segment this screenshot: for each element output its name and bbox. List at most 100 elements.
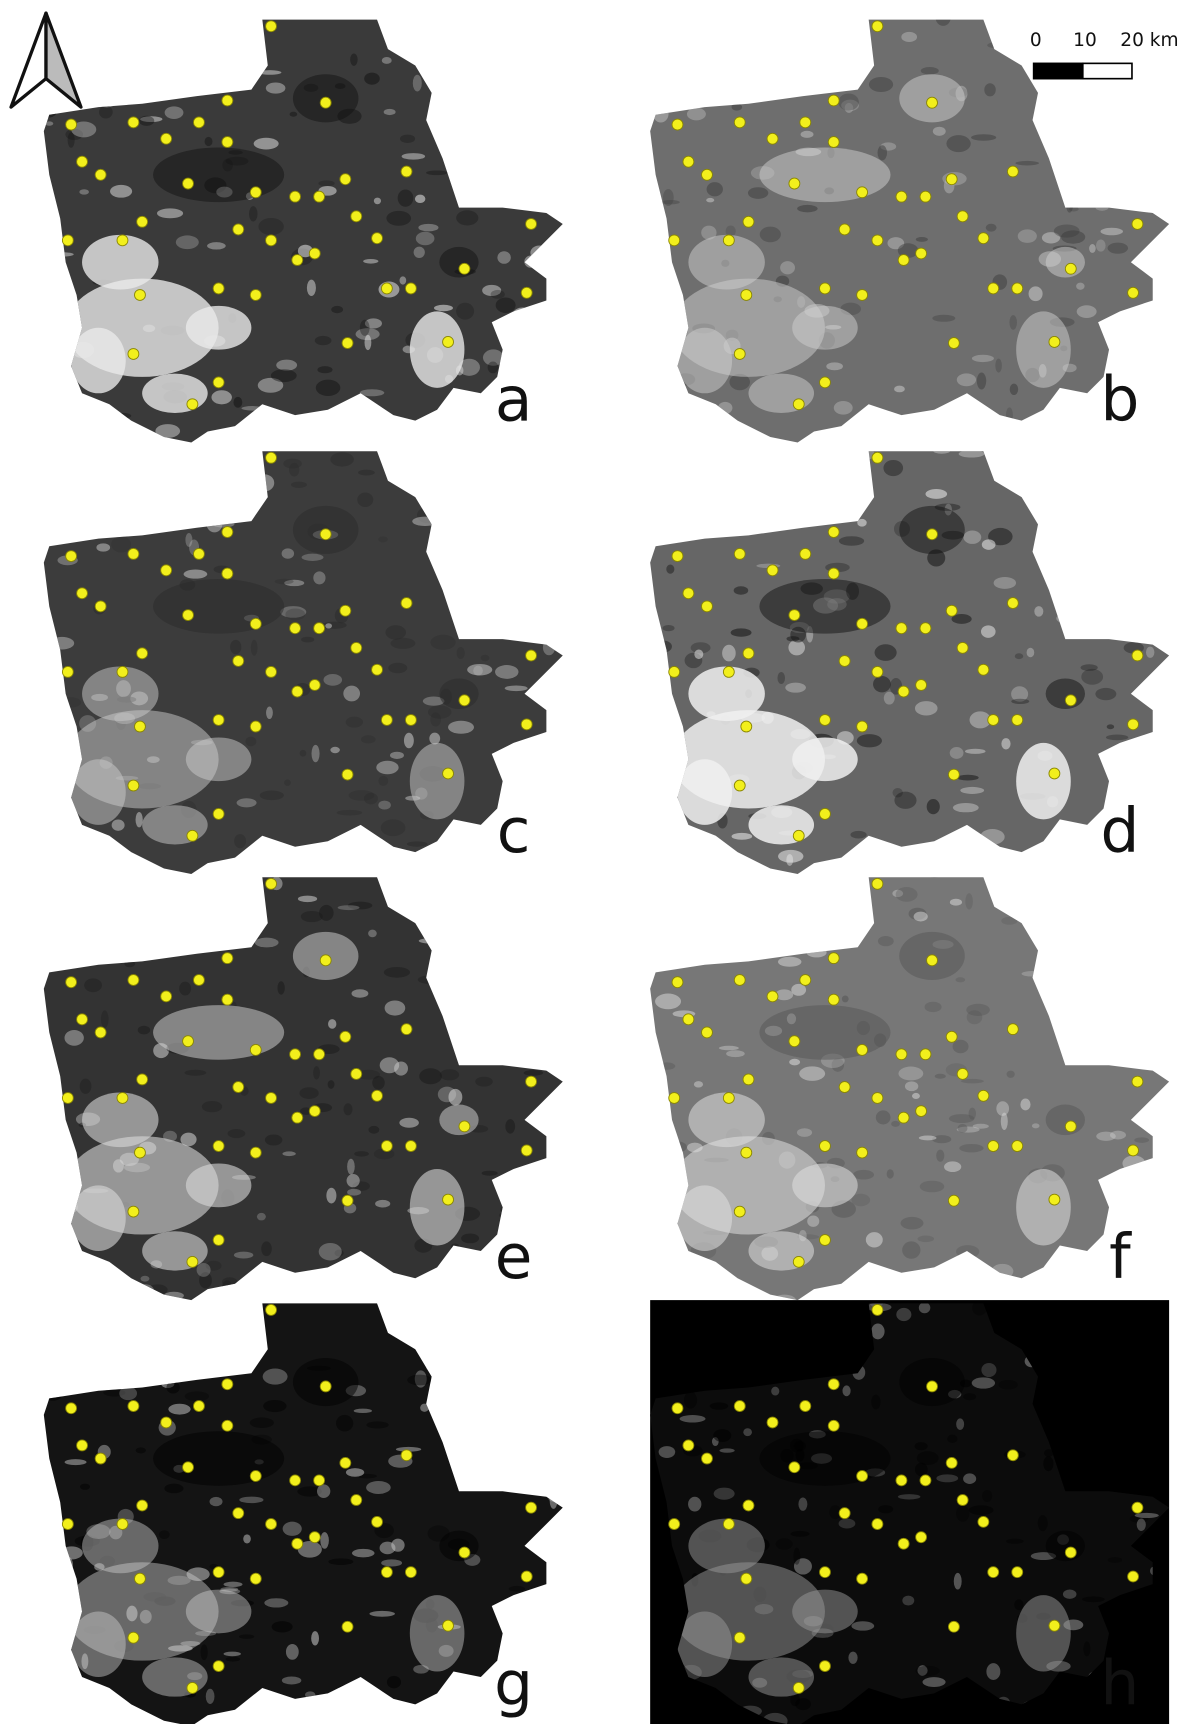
sample-point <box>443 336 454 347</box>
sample-point <box>183 1036 194 1047</box>
texture-patch <box>878 936 894 946</box>
texture-patch <box>982 539 996 549</box>
sample-point <box>320 97 331 108</box>
scale-label: 10 <box>1073 30 1097 51</box>
texture-patch <box>461 1233 479 1243</box>
sample-point <box>898 255 909 266</box>
texture-patch <box>300 1087 319 1099</box>
sample-point <box>734 1401 745 1412</box>
texture-patch <box>920 1181 945 1193</box>
texture-patch <box>505 685 528 691</box>
sample-point <box>789 610 800 621</box>
sample-point <box>340 605 351 616</box>
sample-point <box>183 178 194 189</box>
texture-patch <box>272 1621 293 1632</box>
texture-patch <box>263 1369 288 1385</box>
texture-patch <box>915 1442 928 1450</box>
texture-patch <box>509 1586 525 1592</box>
texture-patch <box>239 1634 254 1638</box>
texture-patch <box>1134 1137 1149 1143</box>
sample-point <box>702 601 713 612</box>
texture-patch <box>732 833 753 840</box>
sample-point <box>128 975 139 986</box>
sample-point <box>828 994 839 1005</box>
texture-patch <box>277 981 284 994</box>
sample-point <box>443 1194 454 1205</box>
texture-patch <box>666 564 674 573</box>
texture-patch <box>456 210 478 225</box>
panel-label: d <box>1101 796 1140 867</box>
texture-patch <box>760 227 781 243</box>
texture-patch <box>176 235 199 249</box>
light-area <box>410 1169 465 1245</box>
sample-point <box>896 191 907 202</box>
texture-patch <box>776 1538 793 1549</box>
texture-patch <box>1108 1557 1122 1563</box>
texture-patch <box>734 586 749 595</box>
sample-point <box>187 830 198 841</box>
texture-patch <box>898 1494 921 1499</box>
texture-patch <box>318 180 334 186</box>
urban-area <box>759 579 890 634</box>
sample-point <box>741 1573 752 1584</box>
texture-patch <box>315 336 332 345</box>
sample-point <box>250 187 261 198</box>
sample-point <box>872 878 883 889</box>
sample-point <box>66 119 77 130</box>
sample-point <box>820 283 831 294</box>
sample-point <box>526 1502 537 1513</box>
texture-patch <box>1061 230 1085 243</box>
sample-point <box>916 248 927 259</box>
texture-patch <box>80 1079 92 1094</box>
texture-patch <box>786 854 793 866</box>
texture-patch <box>905 1081 918 1091</box>
texture-patch <box>887 1169 894 1178</box>
sample-point <box>1132 1502 1143 1513</box>
sample-point <box>213 1567 224 1578</box>
texture-patch <box>1011 699 1029 704</box>
sample-point <box>401 598 412 609</box>
texture-patch <box>793 1548 800 1565</box>
texture-patch <box>352 1549 374 1558</box>
texture-patch <box>901 32 917 42</box>
sample-point <box>669 666 680 677</box>
panel-label: h <box>1101 1648 1140 1719</box>
texture-patch <box>801 131 814 138</box>
light-area <box>1016 1595 1071 1671</box>
sample-point <box>372 664 383 675</box>
texture-patch <box>876 1110 891 1124</box>
texture-patch <box>771 1387 779 1396</box>
texture-patch <box>866 1232 883 1247</box>
texture-patch <box>780 261 795 274</box>
texture-patch <box>915 701 938 715</box>
sample-point <box>927 1381 938 1392</box>
light-area <box>748 374 814 413</box>
sample-point <box>117 235 128 246</box>
texture-patch <box>927 799 940 814</box>
sample-point <box>948 338 959 349</box>
sample-point <box>340 1031 351 1042</box>
sample-point <box>137 648 148 659</box>
sample-point <box>372 1090 383 1101</box>
texture-patch <box>289 463 299 477</box>
sample-point <box>292 686 303 697</box>
texture-patch <box>778 957 801 967</box>
texture-patch <box>65 1459 87 1465</box>
sample-point <box>1007 1450 1018 1461</box>
texture-patch <box>368 930 377 938</box>
light-area <box>792 737 858 781</box>
figure: 0 10 20 km abcdefgh <box>0 0 1202 1724</box>
sample-point <box>266 21 277 32</box>
sample-point <box>222 95 233 106</box>
sample-point <box>800 548 811 559</box>
light-area <box>186 1164 252 1208</box>
texture-patch <box>694 650 703 660</box>
sample-point <box>767 133 778 144</box>
light-area <box>792 306 858 350</box>
sample-point <box>978 664 989 675</box>
texture-patch <box>924 1002 941 1012</box>
texture-patch <box>346 1468 364 1477</box>
sample-point <box>266 1093 277 1104</box>
texture-patch <box>491 290 505 299</box>
texture-patch <box>1082 1596 1105 1602</box>
